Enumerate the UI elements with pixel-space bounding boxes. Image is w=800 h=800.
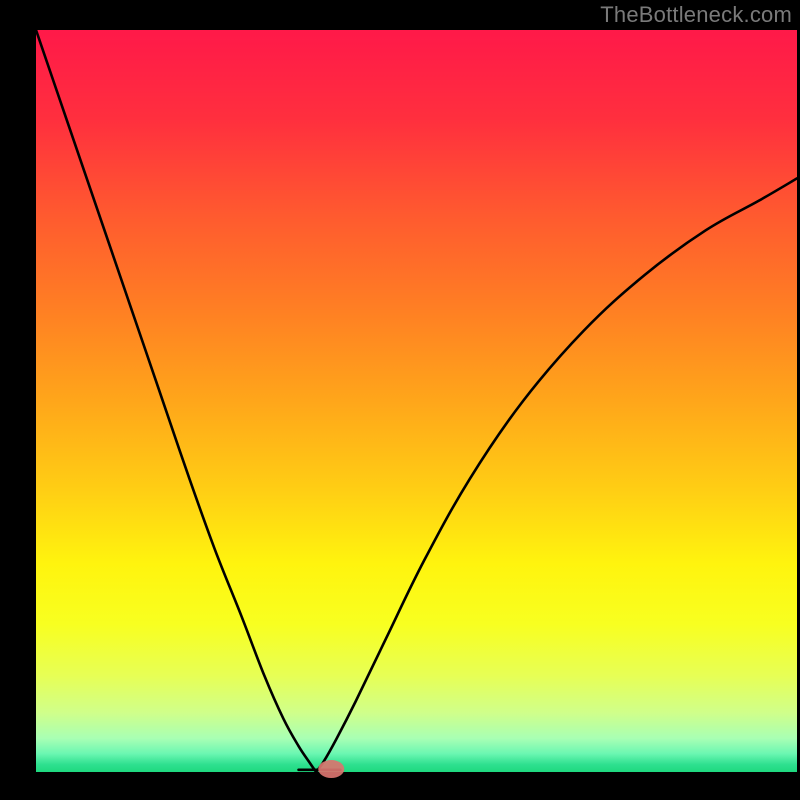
chart-svg [0,0,800,800]
minimum-marker [318,760,344,778]
plot-background [36,30,797,772]
chart-stage: TheBottleneck.com [0,0,800,800]
watermark-text: TheBottleneck.com [600,2,792,28]
